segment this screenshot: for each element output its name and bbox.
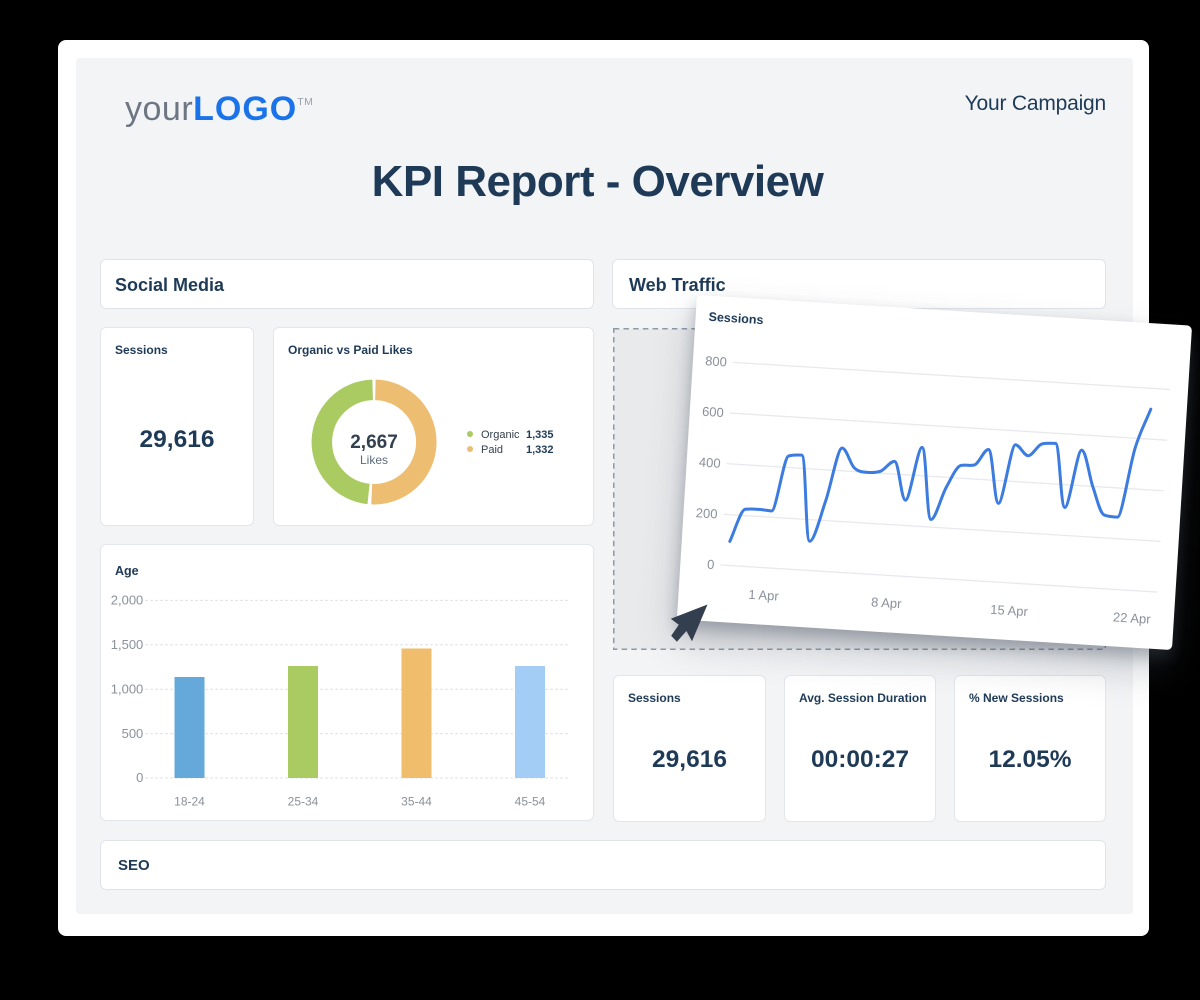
- svg-text:45-54: 45-54: [515, 795, 546, 809]
- svg-text:800: 800: [705, 353, 728, 369]
- svg-text:400: 400: [698, 454, 721, 470]
- svg-text:0: 0: [707, 557, 715, 572]
- svg-text:25-34: 25-34: [288, 795, 319, 809]
- svg-text:8 Apr: 8 Apr: [871, 594, 903, 611]
- svg-text:1,000: 1,000: [111, 681, 144, 696]
- svg-text:2,000: 2,000: [111, 593, 144, 608]
- svg-text:18-24: 18-24: [174, 795, 205, 809]
- svg-text:1,500: 1,500: [111, 637, 144, 652]
- svg-text:200: 200: [695, 505, 718, 521]
- svg-text:35-44: 35-44: [401, 795, 432, 809]
- svg-text:500: 500: [122, 726, 144, 741]
- svg-text:600: 600: [702, 404, 725, 420]
- svg-text:1 Apr: 1 Apr: [748, 587, 780, 604]
- svg-text:0: 0: [136, 770, 143, 785]
- svg-text:22 Apr: 22 Apr: [1113, 609, 1152, 626]
- svg-text:15 Apr: 15 Apr: [990, 602, 1029, 619]
